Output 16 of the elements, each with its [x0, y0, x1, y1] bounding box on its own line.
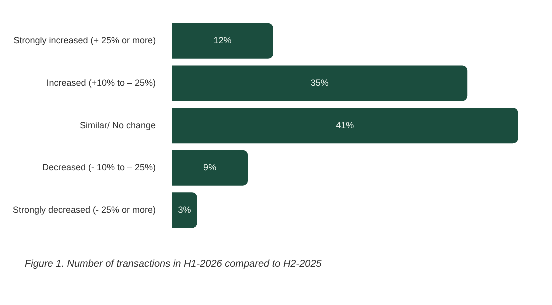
- y-tick-label: Increased (+10% to – 25%): [46, 78, 156, 88]
- bar: [172, 192, 198, 228]
- y-tick-label: Strongly decreased (- 25% or more): [12, 204, 156, 215]
- bar: [172, 150, 248, 186]
- bar: [172, 23, 274, 59]
- data-label: 3%: [178, 204, 192, 215]
- data-label: 41%: [336, 120, 354, 130]
- data-label: 12%: [214, 36, 232, 46]
- y-tick-label: Decreased (- 10% to – 25%): [42, 162, 156, 173]
- y-tick-label: Strongly increased (+ 25% or more): [14, 36, 156, 46]
- data-label: 9%: [204, 162, 217, 173]
- y-tick-label: Similar/ No change: [80, 120, 156, 130]
- data-label: 35%: [310, 78, 329, 88]
- bar: [172, 66, 468, 102]
- bar: [172, 108, 518, 144]
- caption: Figure 1. Number of transactions in H1-2026 compared to H2-2025: [25, 259, 322, 270]
